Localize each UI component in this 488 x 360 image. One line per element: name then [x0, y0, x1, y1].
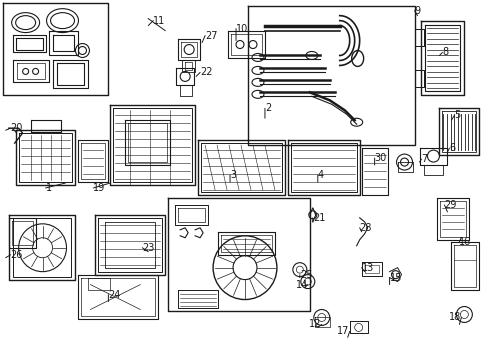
Text: 4: 4 [317, 170, 323, 180]
Text: 21: 21 [312, 213, 325, 223]
Text: 13: 13 [361, 263, 373, 273]
Text: 23: 23 [142, 243, 154, 253]
Text: 26: 26 [11, 250, 23, 260]
Text: 8: 8 [442, 48, 447, 58]
Text: 11: 11 [153, 15, 165, 26]
Text: 16: 16 [458, 237, 470, 247]
Text: 19: 19 [93, 183, 105, 193]
Text: 3: 3 [229, 170, 236, 180]
Text: 22: 22 [200, 67, 212, 77]
Text: 29: 29 [444, 200, 456, 210]
Text: 30: 30 [374, 153, 386, 163]
Text: 17: 17 [337, 327, 349, 336]
Text: 28: 28 [359, 223, 371, 233]
Text: 20: 20 [11, 123, 23, 133]
Text: 24: 24 [108, 289, 121, 300]
Text: 7: 7 [421, 154, 427, 164]
Text: 14: 14 [295, 280, 307, 289]
Text: 25: 25 [299, 270, 312, 280]
Text: 5: 5 [453, 110, 460, 120]
Text: 1: 1 [45, 183, 52, 193]
Text: 2: 2 [264, 103, 271, 113]
Text: 18: 18 [448, 312, 461, 323]
Text: 10: 10 [236, 24, 248, 33]
Text: 27: 27 [204, 31, 217, 41]
Text: 15: 15 [389, 273, 401, 283]
Text: 6: 6 [448, 143, 455, 153]
Text: 12: 12 [309, 319, 321, 329]
Text: 9: 9 [414, 6, 420, 15]
